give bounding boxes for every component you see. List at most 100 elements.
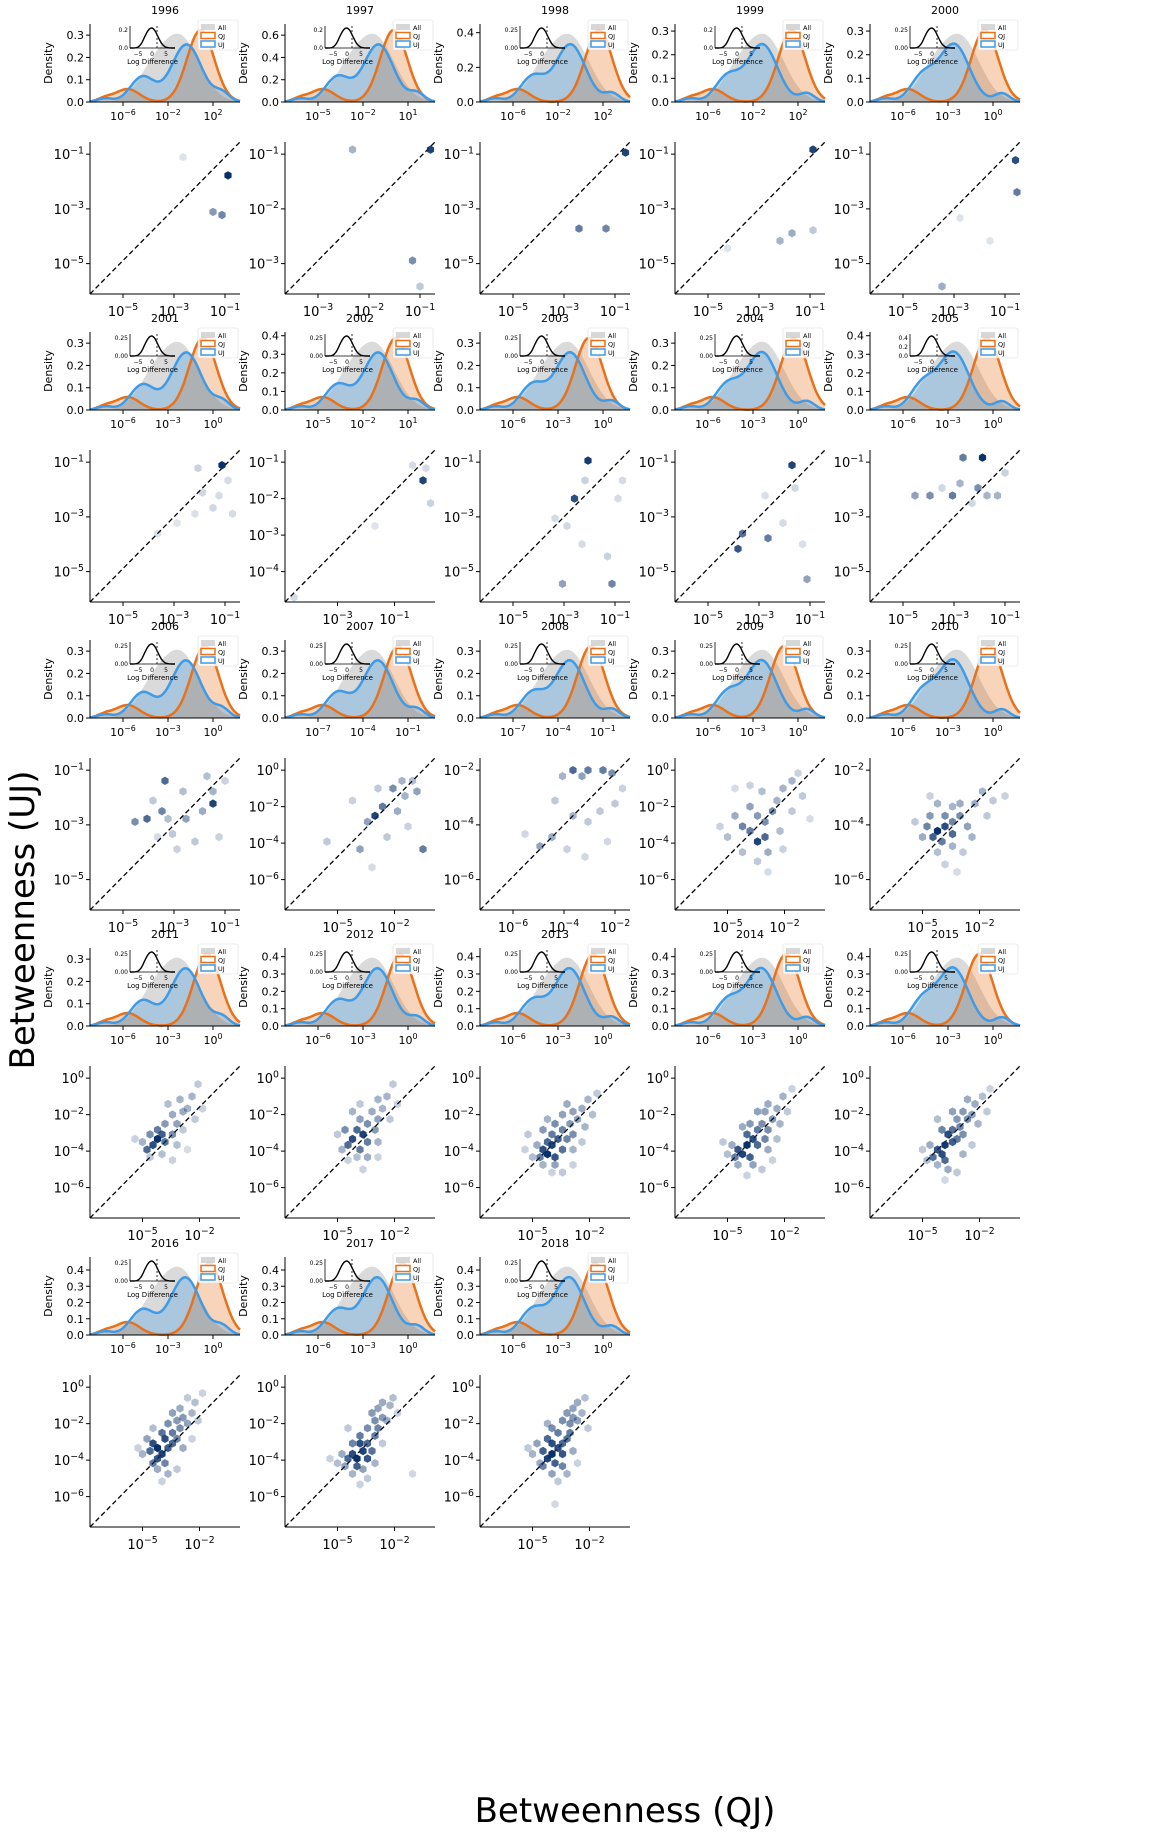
legend-swatch: [590, 1264, 606, 1273]
inset-xtick-label: 0: [150, 359, 154, 366]
density-all-area: [480, 33, 630, 103]
hexbin-cell: [173, 845, 181, 854]
legend-swatch: [200, 339, 216, 348]
density-xtick-label: 10−3: [350, 1341, 376, 1356]
hexbin-cell: [194, 1080, 202, 1089]
density-xtick-label: 10−6: [500, 416, 526, 431]
hexbin-cell: [536, 1153, 544, 1162]
hexbin-cell: [956, 811, 964, 820]
hexbin-cell: [179, 1107, 187, 1116]
density-ytick-label: 0.0: [652, 712, 670, 725]
inset-xtick-label: 0: [735, 51, 739, 58]
hexbin-cell: [974, 483, 982, 493]
inset-xtick-label: 0: [345, 667, 349, 674]
hexbin-cell: [353, 1125, 361, 1134]
hexbin-cell: [183, 1104, 192, 1113]
hexbin-cell: [578, 1408, 586, 1418]
hexbin-cell: [164, 1099, 172, 1109]
inset-xtick-label: −5: [914, 975, 923, 982]
density-uj-area: [870, 659, 1020, 718]
legend-swatch: [396, 1257, 410, 1263]
density-qj-line: [479, 336, 631, 411]
scatter-xtick-label: 10−2: [379, 918, 409, 936]
inset-ytick-label: 0.00: [310, 969, 324, 976]
hexbin-cell: [558, 1110, 567, 1119]
density-ytick-label: 0.2: [457, 985, 475, 998]
hexbin-cell: [158, 807, 166, 816]
density-title: 2009: [736, 620, 764, 633]
density-ylabel: Density: [432, 658, 445, 700]
hexbin-cell: [173, 1434, 181, 1443]
scatter-xtick-label: 10−5: [517, 1535, 547, 1553]
hexbin-cell: [374, 1424, 382, 1433]
inset-xlabel: Log Difference: [712, 982, 763, 990]
hexbin-cell: [959, 1107, 967, 1116]
figure-ylabel: Betweenness (UJ): [3, 771, 43, 1070]
hexbin-cell: [551, 1153, 559, 1162]
scatter-ytick-label: 10−6: [834, 871, 864, 889]
density-uj-area: [675, 44, 825, 102]
scatter-ytick-label: 10−3: [444, 200, 474, 218]
inset-xtick-label: 5: [749, 51, 753, 58]
legend-label: QJ: [218, 957, 225, 965]
hexbin-cell: [371, 1125, 379, 1134]
density-ylabel: Density: [42, 966, 55, 1008]
inset-ytick-label: 0.00: [895, 661, 909, 668]
scatter-ytick-label: 10−5: [639, 255, 669, 273]
hexbin-cell: [176, 1404, 184, 1413]
hexbin-cell: [539, 1145, 547, 1154]
density-title: 2011: [151, 928, 179, 941]
scatter-ytick-label: 10−3: [639, 508, 669, 526]
legend-label: All: [218, 948, 226, 956]
density-ytick-label: 0.3: [457, 968, 475, 981]
density-ylabel: Density: [627, 966, 640, 1008]
hexbin-cell: [528, 1153, 537, 1162]
hexbin-cell: [179, 153, 187, 162]
scatter-xtick-label: 10−5: [127, 1535, 157, 1553]
inset-ytick-label: 0.00: [505, 969, 519, 976]
hexbin-cell: [971, 799, 979, 808]
hexbin-cell: [563, 1469, 571, 1478]
scatter-ytick-label: 10−2: [249, 490, 279, 508]
density-xtick-label: 10−3: [350, 1032, 376, 1047]
scatter-xtick-label: 10−5: [108, 610, 138, 628]
inset-curve: [520, 1260, 565, 1282]
inset-xlabel: Log Difference: [322, 1291, 373, 1299]
hexbin-cell: [426, 499, 435, 508]
hexbin-cell: [363, 1454, 372, 1463]
density-uj-area: [480, 660, 630, 718]
scatter-ytick-label: 10−6: [249, 871, 279, 889]
legend-label: UJ: [218, 1274, 225, 1282]
density-xtick-label: 10−3: [545, 1341, 571, 1356]
hexbin-cell: [926, 811, 934, 820]
inset-xtick-label: 5: [944, 667, 948, 674]
density-xtick-label: 10−3: [935, 108, 961, 123]
hexbin-cell: [959, 1130, 967, 1139]
inset-ytick-label: 0.25: [115, 1260, 129, 1267]
hexbin-cell: [348, 1134, 357, 1144]
legend-label: All: [998, 24, 1006, 32]
density-ylabel: Density: [432, 966, 445, 1008]
density-xtick-label: 10−3: [740, 724, 766, 739]
legend-label: All: [608, 24, 616, 32]
hexbin-cell: [344, 1140, 352, 1150]
hexbin-cell: [761, 1134, 769, 1144]
density-uj-area: [285, 660, 435, 718]
hexbin-cell: [209, 787, 217, 796]
legend-swatch: [590, 348, 606, 356]
legend-swatch: [591, 24, 605, 30]
inset-xtick-label: −5: [719, 975, 728, 982]
scatter-ytick-label: 10−2: [444, 1106, 474, 1124]
panel-1999: 1999 0.0 0.1 0.2 0.3 10−6 10−2 102 Density 0.0 0.2…: [627, 4, 826, 320]
inset-xlabel: Log Difference: [127, 1291, 178, 1299]
density-ytick-label: 0.2: [262, 1297, 280, 1310]
density-ytick-label: 0.4: [457, 27, 475, 40]
density-title: 2015: [931, 928, 959, 941]
hexbin-cell: [368, 863, 376, 872]
